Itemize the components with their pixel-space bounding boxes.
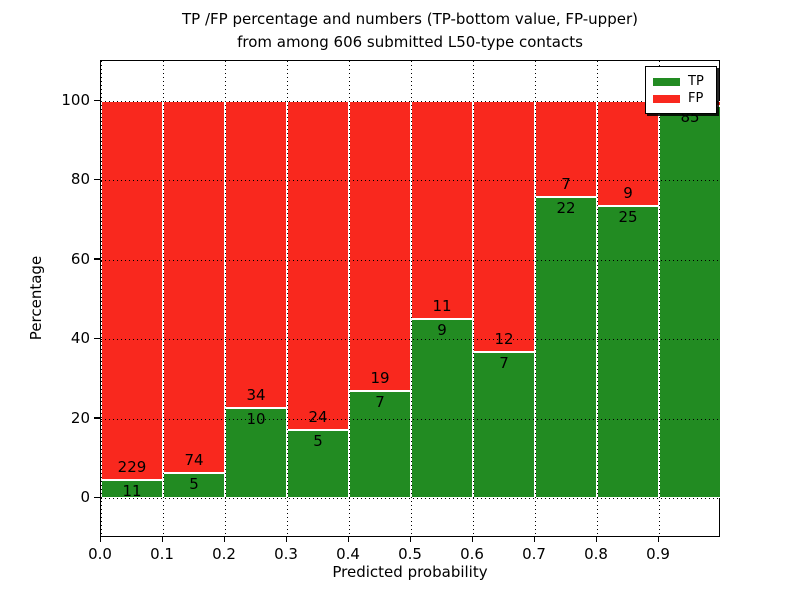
- bar-segment-fp: [287, 101, 349, 430]
- x-tick-label: 0.6: [460, 545, 484, 563]
- x-axis-tick: [223, 537, 225, 542]
- y-tick-label: 80: [70, 170, 90, 189]
- bar-count-label-fp: 229: [117, 457, 147, 476]
- bar-segment-tp: [535, 196, 597, 498]
- gridline-vertical: [349, 61, 350, 535]
- bar-count-label-tp: 5: [189, 474, 199, 493]
- bar-segment-fp: [349, 101, 411, 392]
- gridline-horizontal: [101, 259, 719, 261]
- gridline-horizontal: [101, 418, 719, 420]
- legend-label-fp: FP: [688, 90, 704, 106]
- x-axis-tick: [533, 537, 535, 542]
- legend-item-fp: FP: [653, 90, 709, 107]
- x-tick-label: 0.2: [212, 545, 236, 563]
- y-axis-tick: [94, 417, 100, 419]
- bar-count-label-tp: 5: [313, 431, 323, 450]
- gridline-vertical: [535, 61, 536, 535]
- y-axis-tick: [94, 258, 100, 260]
- bar-segment-tp: [411, 319, 473, 498]
- legend-swatch-tp: [653, 77, 680, 86]
- x-axis-tick: [347, 537, 349, 542]
- bar-count-label-fp: 74: [184, 450, 204, 469]
- y-axis-tick: [94, 178, 100, 181]
- gridline-vertical: [225, 61, 226, 535]
- bar-count-label-fp: 12: [494, 329, 514, 348]
- x-tick-label: 0.7: [522, 545, 546, 563]
- bar-segment-tp: [163, 472, 225, 498]
- x-tick-label: 0.9: [646, 545, 670, 563]
- gridline-horizontal: [101, 180, 719, 182]
- gridline-vertical: [101, 61, 102, 535]
- gridline-vertical: [411, 61, 412, 535]
- bar-count-label-fp: 24: [308, 407, 328, 426]
- x-axis-tick: [285, 537, 287, 542]
- bar-count-label-fp: 7: [561, 174, 571, 193]
- x-tick-label: 0.5: [398, 545, 422, 563]
- gridline-vertical: [287, 61, 288, 535]
- legend: TP FP: [645, 66, 717, 114]
- x-axis-tick: [161, 537, 163, 542]
- bar-segment-fp: [225, 101, 287, 408]
- x-tick-label: 0.8: [584, 545, 608, 563]
- x-axis-tick: [99, 537, 101, 542]
- y-axis-tick: [94, 337, 100, 340]
- bar-count-label-fp: 34: [246, 385, 266, 404]
- y-tick-label: 0: [80, 488, 90, 506]
- y-tick-label: 60: [70, 249, 90, 268]
- y-tick-label: 100: [61, 91, 90, 109]
- y-tick-label: 40: [70, 329, 90, 348]
- x-axis-tick: [595, 537, 597, 542]
- x-tick-label: 0.1: [150, 545, 174, 563]
- x-tick-label: 0.3: [274, 545, 298, 563]
- gridline-vertical: [473, 61, 474, 535]
- gridline-horizontal: [101, 339, 719, 341]
- plot-area: 229117453410245197119127722925185: [100, 60, 721, 537]
- chart-title-line2: from among 606 submitted L50-type contac…: [237, 33, 583, 51]
- bar-count-label-tp: 10: [246, 409, 266, 428]
- bar-segment-tp: [597, 206, 659, 498]
- bar-segment-tp: [225, 407, 287, 498]
- bar-count-label-fp: 11: [432, 297, 452, 316]
- x-axis-tick: [409, 537, 411, 542]
- bar-count-label-tp: 25: [618, 208, 638, 227]
- bar-segment-tp: [287, 429, 349, 498]
- bar-count-label-fp: 9: [623, 184, 633, 203]
- y-axis-label: Percentage: [27, 255, 45, 341]
- y-axis-tick: [94, 99, 100, 101]
- legend-swatch-fp: [653, 94, 680, 103]
- x-tick-label: 0.4: [336, 545, 360, 563]
- bar-count-label-tp: 7: [499, 353, 509, 372]
- legend-label-tp: TP: [688, 73, 704, 89]
- gridline-vertical: [659, 61, 660, 535]
- gridline-vertical: [163, 61, 164, 535]
- bar-count-label-tp: 11: [122, 481, 142, 500]
- legend-item-tp: TP: [653, 73, 709, 90]
- y-axis-tick: [94, 496, 100, 498]
- bar-segment-fp: [163, 101, 225, 473]
- x-axis-tick: [471, 537, 473, 542]
- bar-segment-fp: [101, 101, 163, 480]
- chart-title-line1: TP /FP percentage and numbers (TP-bottom…: [182, 10, 638, 28]
- bar-segment-tp: [659, 105, 721, 498]
- bar-segment-tp: [473, 351, 535, 498]
- x-axis-tick: [657, 537, 659, 542]
- gridline-horizontal: [101, 498, 719, 499]
- bar-segment-fp: [473, 101, 535, 352]
- bar-count-label-fp: 19: [370, 369, 390, 388]
- bar-count-label-tp: 7: [375, 393, 385, 412]
- bar-count-label-tp: 22: [556, 198, 576, 217]
- x-axis-label: Predicted probability: [332, 563, 488, 581]
- y-tick-label: 20: [70, 408, 90, 427]
- gridline-vertical: [597, 61, 598, 535]
- bar-count-label-tp: 9: [437, 321, 447, 340]
- x-tick-label: 0.0: [88, 545, 112, 563]
- bar-segment-fp: [411, 101, 473, 320]
- gridline-horizontal: [101, 101, 719, 102]
